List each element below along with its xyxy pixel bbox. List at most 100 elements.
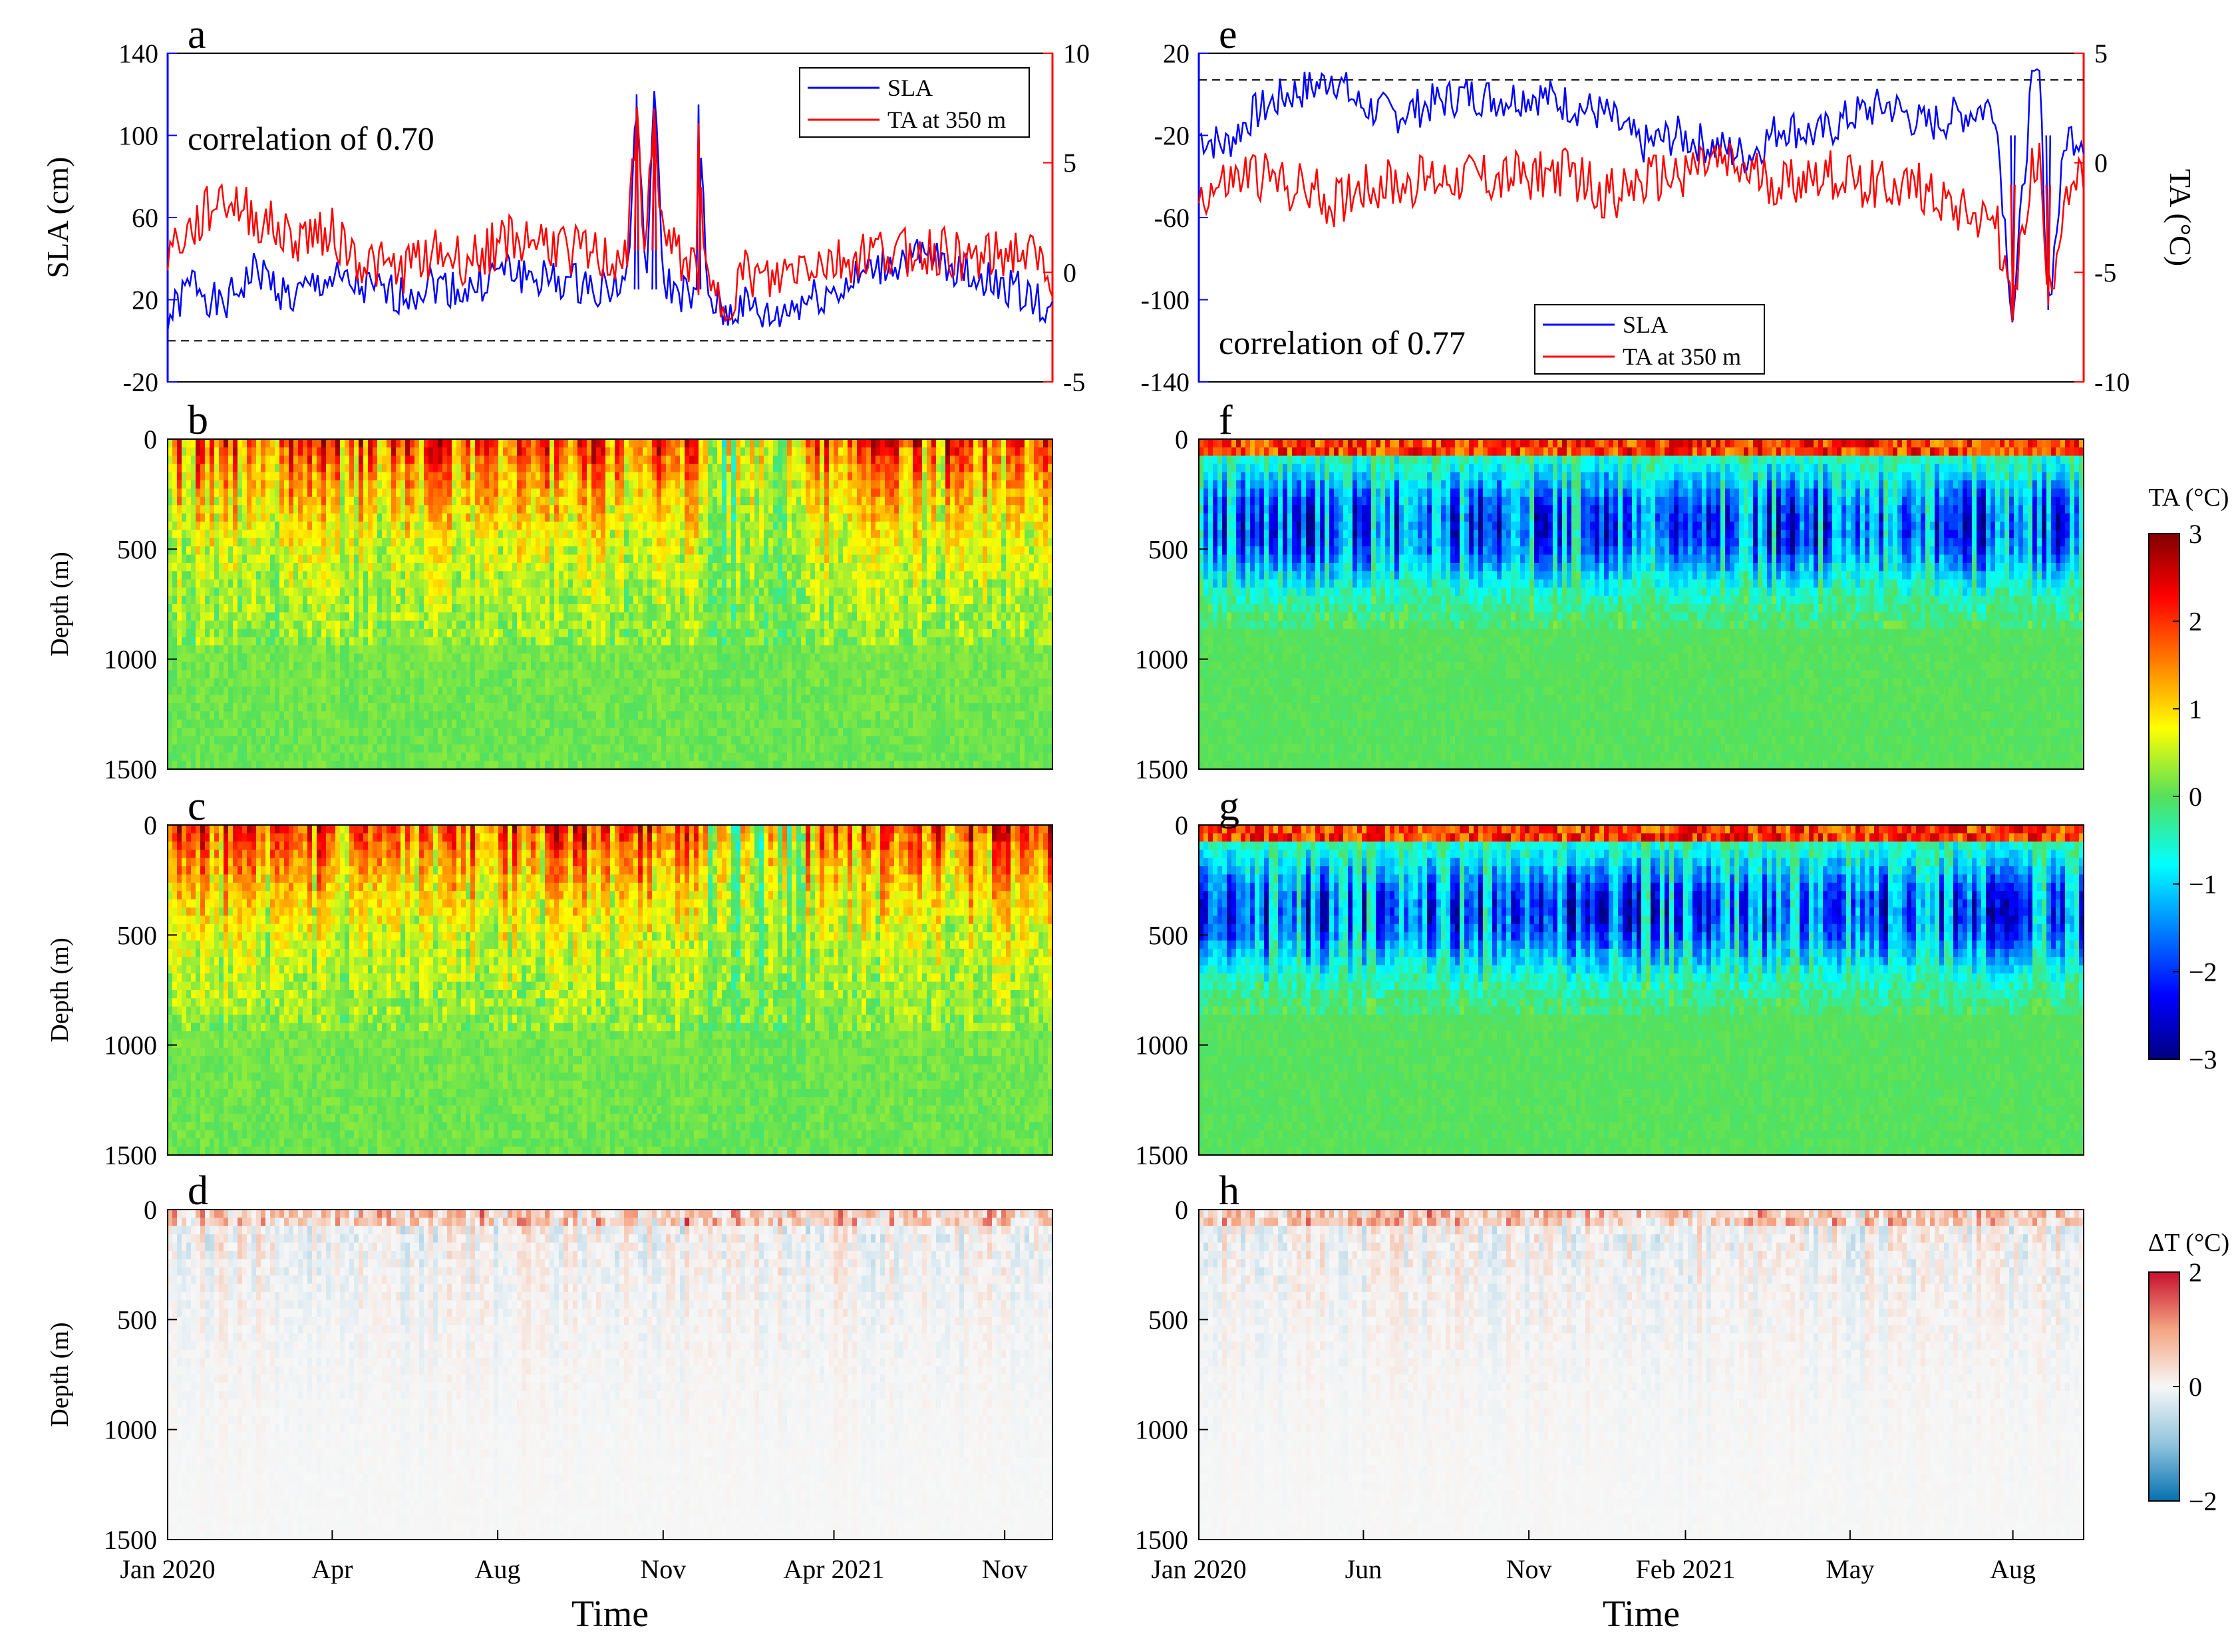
heatmap-cell: [456, 604, 462, 613]
heatmap-cell: [526, 752, 532, 762]
heatmap-cell: [708, 604, 713, 613]
heatmap-cell: [182, 744, 187, 753]
heatmap-cell: [196, 604, 201, 613]
heatmap-cell: [261, 579, 266, 588]
heatmap-cell: [466, 579, 471, 588]
heatmap-cell: [251, 645, 257, 654]
heatmap-cell: [554, 505, 560, 514]
heatmap-cell: [210, 645, 215, 654]
heatmap-cell: [200, 579, 206, 588]
heatmap-cell: [289, 546, 294, 556]
heatmap-cell: [345, 760, 350, 770]
heatmap-cell: [484, 472, 490, 481]
heatmap-cell: [200, 447, 206, 456]
heatmap-cell: [675, 579, 681, 588]
heatmap-cell: [368, 464, 373, 473]
heatmap-cell: [647, 587, 653, 597]
heatmap-cell: [219, 513, 224, 522]
heatmap-cell: [536, 455, 541, 464]
heatmap-cell: [708, 620, 713, 629]
heatmap-cell: [265, 546, 271, 556]
heatmap-cell: [191, 513, 196, 522]
heatmap-cell: [484, 637, 490, 646]
heatmap-cell: [456, 587, 462, 597]
heatmap-cell: [601, 703, 606, 712]
heatmap-cell: [470, 728, 476, 737]
heatmap-cell: [256, 760, 261, 770]
heatmap-cell: [210, 719, 215, 729]
heatmap-cell: [414, 661, 420, 671]
heatmap-cell: [247, 595, 252, 605]
heatmap-cell: [708, 439, 713, 448]
heatmap-cell: [447, 711, 452, 721]
heatmap-cell: [717, 604, 722, 613]
heatmap-cell: [638, 513, 643, 522]
heatmap-cell: [508, 612, 513, 621]
heatmap-cell: [633, 752, 639, 762]
heatmap-cell: [210, 488, 215, 498]
heatmap-cell: [554, 563, 560, 572]
heatmap-cell: [671, 480, 676, 489]
heatmap-cell: [503, 439, 508, 448]
heatmap-cell: [652, 522, 657, 530]
heatmap-cell: [536, 752, 541, 762]
heatmap-cell: [708, 595, 713, 605]
heatmap-cell: [717, 653, 722, 663]
heatmap-cell: [186, 678, 192, 687]
heatmap-cell: [568, 496, 573, 506]
heatmap-cell: [582, 522, 587, 530]
heatmap-cell: [713, 678, 718, 687]
heatmap-cell: [256, 629, 261, 638]
heatmap-cell: [368, 488, 373, 498]
heatmap-cell: [689, 554, 695, 564]
heatmap-cell: [340, 637, 345, 646]
heatmap-cell: [517, 595, 522, 605]
heatmap-cell: [396, 563, 401, 572]
heatmap-cell: [726, 464, 732, 473]
heatmap-cell: [652, 661, 657, 671]
heatmap-cell: [424, 530, 429, 539]
heatmap-cell: [224, 505, 229, 514]
heatmap-cell: [293, 488, 299, 498]
heatmap-cell: [284, 661, 289, 671]
heatmap-cell: [531, 563, 536, 572]
heatmap-cell: [219, 496, 224, 506]
heatmap-cell: [317, 645, 322, 654]
heatmap-cell: [675, 661, 681, 671]
heatmap-cell: [475, 620, 480, 629]
heatmap-cell: [186, 563, 192, 572]
heatmap-cell: [307, 455, 313, 464]
heatmap-cell: [354, 579, 359, 588]
heatmap-cell: [242, 661, 247, 671]
heatmap-cell: [699, 447, 704, 456]
heatmap-cell: [382, 505, 387, 514]
heatmap-cell: [442, 472, 448, 481]
heatmap-cell: [554, 530, 560, 539]
heatmap-cell: [200, 563, 206, 572]
heatmap-cell: [228, 629, 234, 638]
heatmap-cell: [326, 563, 331, 572]
heatmap-cell: [405, 695, 410, 704]
heatmap-cell: [410, 752, 415, 762]
heatmap-cell: [428, 678, 434, 687]
heatmap-cell: [326, 670, 331, 679]
heatmap-cell: [284, 645, 289, 654]
heatmap-cell: [610, 455, 615, 464]
heatmap-cell: [289, 629, 294, 638]
heatmap-cell: [559, 760, 564, 770]
heatmap-cell: [596, 464, 601, 473]
heatmap-cell: [424, 728, 429, 737]
heatmap-cell: [717, 678, 722, 687]
heatmap-cell: [214, 728, 220, 737]
heatmap-cell: [671, 522, 676, 530]
heatmap-cell: [619, 752, 625, 762]
heatmap-cell: [442, 629, 448, 638]
heatmap-cell: [284, 513, 289, 522]
heatmap-cell: [703, 711, 709, 721]
heatmap-cell: [563, 645, 569, 654]
heatmap-cell: [512, 653, 518, 663]
heatmap-cell: [554, 496, 560, 506]
heatmap-cell: [265, 496, 271, 506]
heatmap-cell: [373, 554, 378, 564]
heatmap-cell: [279, 480, 285, 489]
